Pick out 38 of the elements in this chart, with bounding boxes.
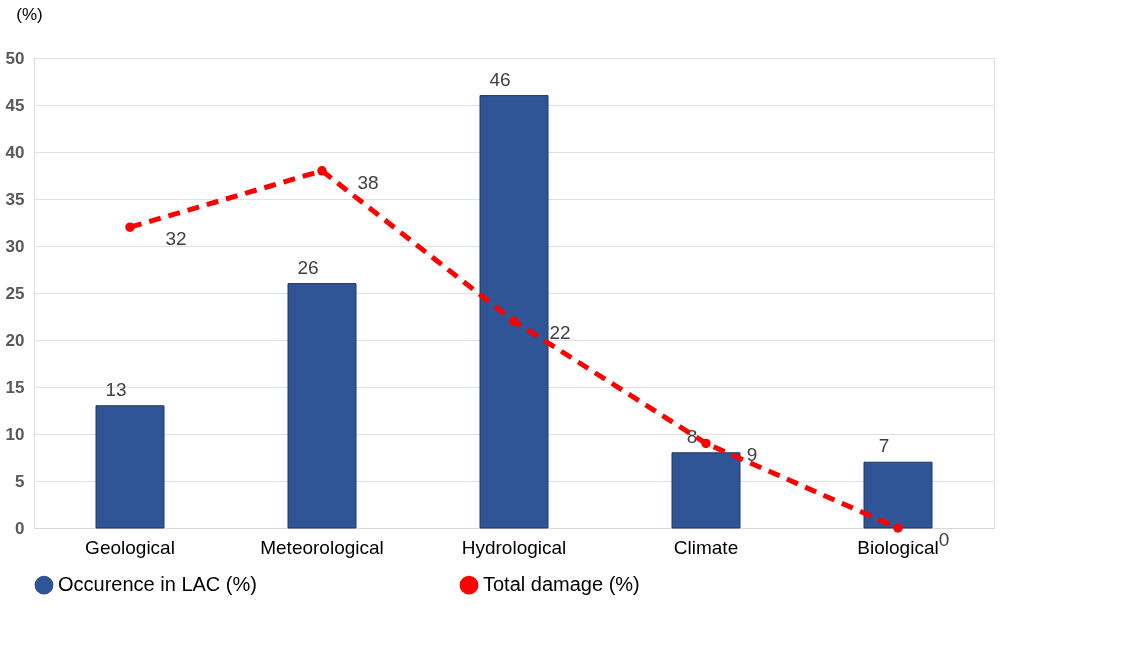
point [317, 166, 327, 176]
x-tick-label: Meteorological [260, 536, 384, 558]
point [893, 523, 903, 533]
y-axis-title: (%) [16, 4, 43, 24]
point [701, 438, 711, 449]
legend-label: Total damage (%) [483, 573, 640, 596]
y-tick-label: 35 [5, 189, 25, 209]
data-label: 38 [357, 171, 379, 193]
data-label: 13 [105, 378, 127, 400]
y-tick-label: 50 [5, 48, 25, 68]
point [509, 316, 519, 326]
data-label: 46 [489, 68, 511, 90]
y-tick-label: 30 [5, 236, 25, 256]
y-tick-label: 0 [15, 518, 25, 538]
bar [863, 461, 933, 529]
data-label: 22 [549, 322, 571, 344]
data-label: 26 [297, 256, 319, 278]
data-label: 32 [165, 228, 187, 250]
bar [479, 95, 549, 529]
x-tick-label: Hydrological [461, 536, 567, 558]
y-tick-label: 45 [5, 95, 25, 115]
bar [671, 452, 741, 529]
x-tick-label: Geological [85, 536, 175, 558]
data-label: 9 [746, 444, 758, 466]
y-tick-label: 20 [5, 330, 25, 350]
y-tick-label: 5 [15, 471, 25, 491]
y-tick-label: 10 [5, 424, 25, 444]
x-tick-label: Biological [857, 536, 939, 558]
bar [287, 283, 357, 529]
point [125, 222, 135, 232]
legend-label: Occurence in LAC (%) [58, 573, 257, 596]
y-tick-label: 15 [5, 377, 25, 397]
x-tick-label: Climate [673, 536, 739, 558]
y-tick-label: 40 [5, 142, 25, 162]
y-tick-label: 25 [5, 283, 25, 303]
data-label: 7 [878, 435, 890, 457]
data-label: 0 [938, 529, 950, 550]
bar [95, 405, 165, 529]
